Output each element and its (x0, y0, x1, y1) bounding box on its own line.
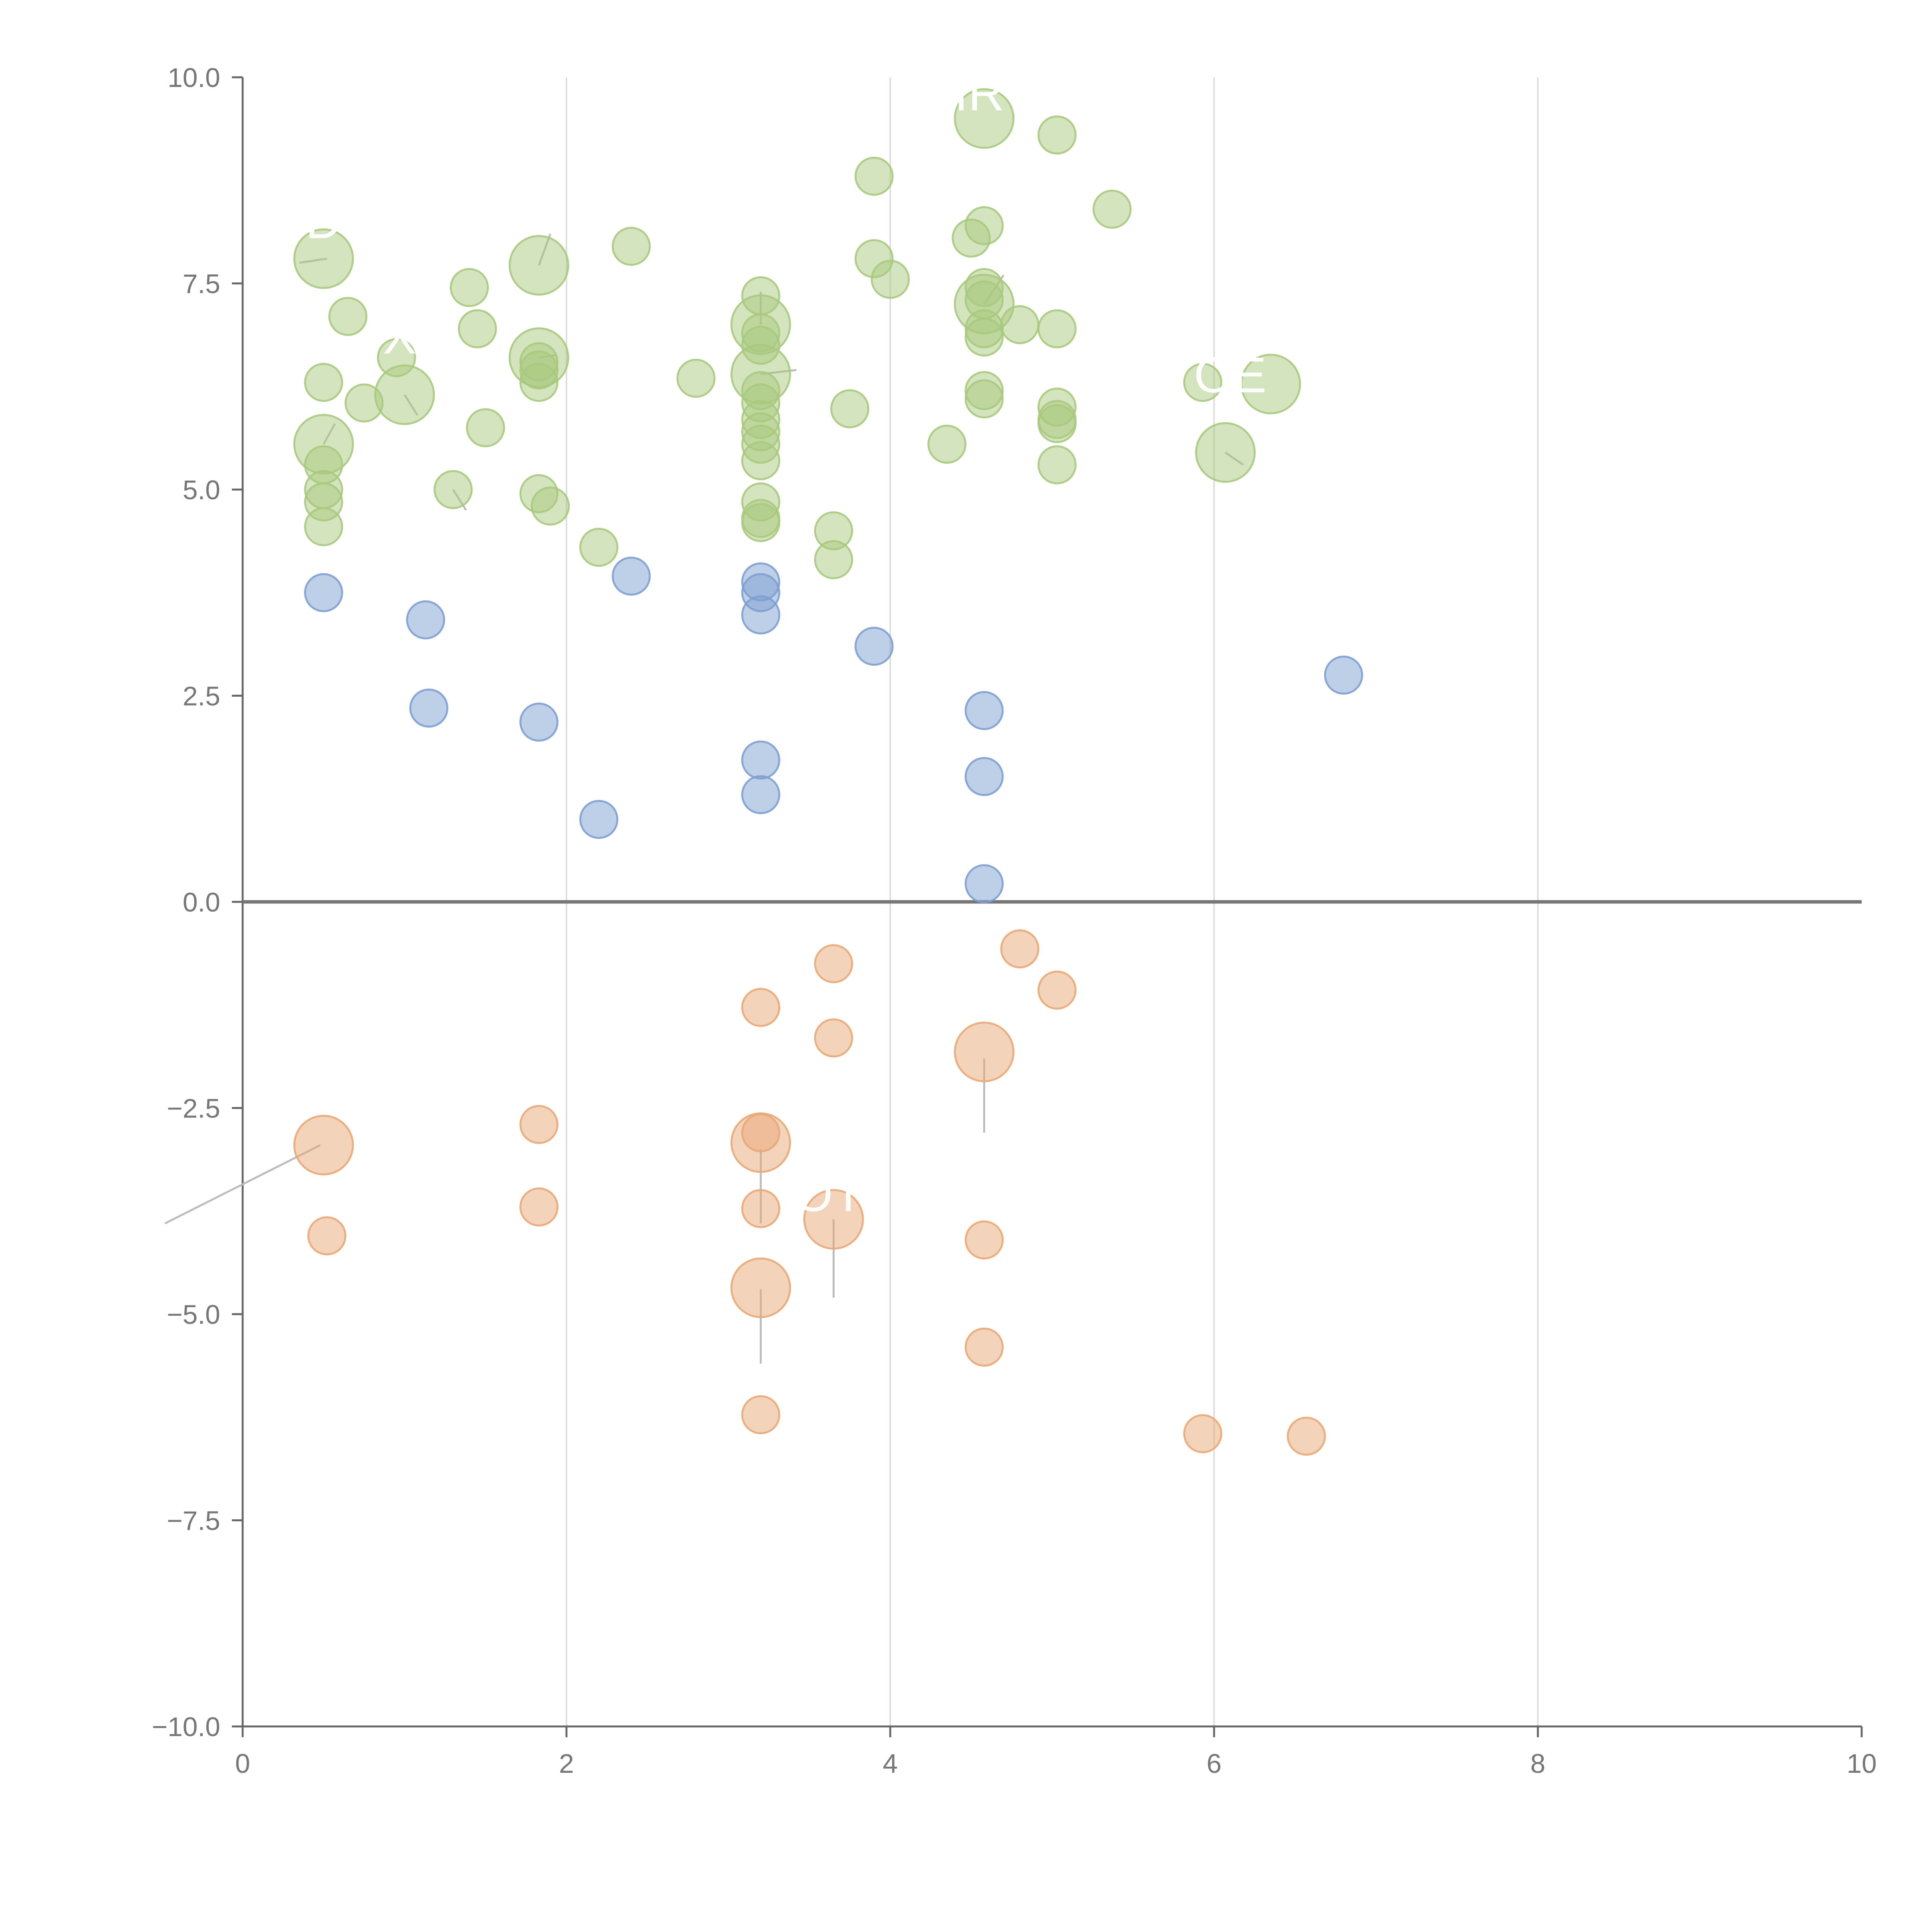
point-label: D (306, 192, 342, 249)
y-tick-label: −2.5 (167, 1094, 220, 1124)
green-point (1000, 305, 1039, 344)
blue-point (304, 573, 343, 612)
green-point (1092, 189, 1132, 229)
x-tick-label: 8 (1531, 1748, 1546, 1779)
leader-lines (164, 233, 1244, 1364)
point-label: OT (794, 1165, 864, 1222)
green-point (328, 297, 367, 336)
orange-point (1037, 970, 1077, 1010)
y-tick-label: −10.0 (152, 1712, 220, 1742)
orange-point (964, 1220, 1004, 1260)
blue-point (741, 595, 781, 634)
orange-point (741, 988, 781, 1027)
orange-point (803, 1189, 864, 1250)
green-point (964, 317, 1004, 357)
green-point (1037, 309, 1077, 349)
x-tick-label: 4 (883, 1748, 898, 1779)
blue-point (1324, 655, 1363, 695)
y-tick-label: −5.0 (167, 1299, 220, 1330)
green-point (374, 364, 435, 425)
blue-point (741, 775, 781, 815)
y-tick-label: 5.0 (183, 475, 220, 505)
blue-point (409, 689, 449, 728)
green-point (519, 342, 559, 381)
green-point (964, 206, 1004, 245)
blue-point (854, 626, 894, 666)
blue-point (406, 600, 445, 639)
green-point (304, 363, 343, 402)
blue-point (579, 800, 619, 839)
blue-point (964, 757, 1004, 796)
green-point (676, 359, 716, 398)
green-point (854, 156, 894, 196)
green-point (293, 228, 354, 289)
x-tick-label: 6 (1207, 1748, 1222, 1779)
green-point (1037, 115, 1077, 155)
data-points (293, 88, 1363, 1456)
blue-point (741, 740, 781, 780)
y-tick-label: 2.5 (183, 681, 220, 711)
orange-point (814, 1018, 853, 1058)
green-point (1240, 354, 1301, 415)
orange-point (730, 1112, 791, 1173)
green-point (458, 309, 497, 349)
green-point (304, 507, 343, 546)
blue-point (519, 702, 559, 742)
x-tick-label: 2 (559, 1748, 574, 1779)
point-label: X (383, 308, 417, 364)
green-point (1037, 445, 1077, 485)
orange-point (814, 944, 853, 983)
green-point (579, 527, 619, 567)
orange-point (954, 1021, 1015, 1082)
green-point (612, 226, 651, 266)
point-labels: D X IR OE OT (306, 65, 1267, 1222)
green-point (1037, 404, 1077, 443)
y-tick-label: 7.5 (183, 269, 220, 299)
y-tick-label: 0.0 (183, 887, 220, 917)
point-label: IR (954, 65, 1004, 121)
green-point (531, 486, 570, 526)
orange-point (1000, 929, 1039, 969)
green-point (741, 441, 781, 480)
green-point (434, 470, 473, 509)
green-point (871, 260, 910, 299)
y-tick-label: 10.0 (168, 63, 220, 93)
orange-point (964, 1327, 1004, 1367)
green-point (466, 408, 505, 447)
green-point (741, 503, 781, 542)
green-point (450, 268, 489, 307)
green-point (830, 389, 869, 429)
green-point (509, 235, 570, 296)
orange-point (293, 1115, 354, 1175)
orange-point (307, 1216, 347, 1255)
orange-point (1183, 1414, 1223, 1453)
orange-point (519, 1187, 559, 1227)
blue-point (612, 556, 651, 596)
green-point (954, 88, 1015, 149)
axes: 0 2 4 6 8 10 10.0 7.5 5.0 2.5 0.0 −2.5 −5.0 −7.5 −10.0 (152, 63, 1877, 1779)
orange-point (519, 1105, 559, 1144)
orange-point (741, 1395, 781, 1434)
blue-point (964, 864, 1004, 903)
point-label: OE (1194, 347, 1267, 403)
blue-point (964, 691, 1004, 730)
orange-point (741, 1189, 781, 1228)
green-point (927, 425, 967, 464)
orange-point (730, 1257, 791, 1318)
orange-point (1287, 1417, 1326, 1456)
green-point (1183, 363, 1223, 402)
y-tick-label: −7.5 (167, 1506, 220, 1536)
green-point (964, 379, 1004, 418)
leader-line (164, 1144, 321, 1225)
x-tick-label: 10 (1847, 1748, 1877, 1779)
green-point (1195, 422, 1256, 483)
green-point (814, 540, 853, 579)
x-tick-label: 0 (235, 1748, 250, 1779)
